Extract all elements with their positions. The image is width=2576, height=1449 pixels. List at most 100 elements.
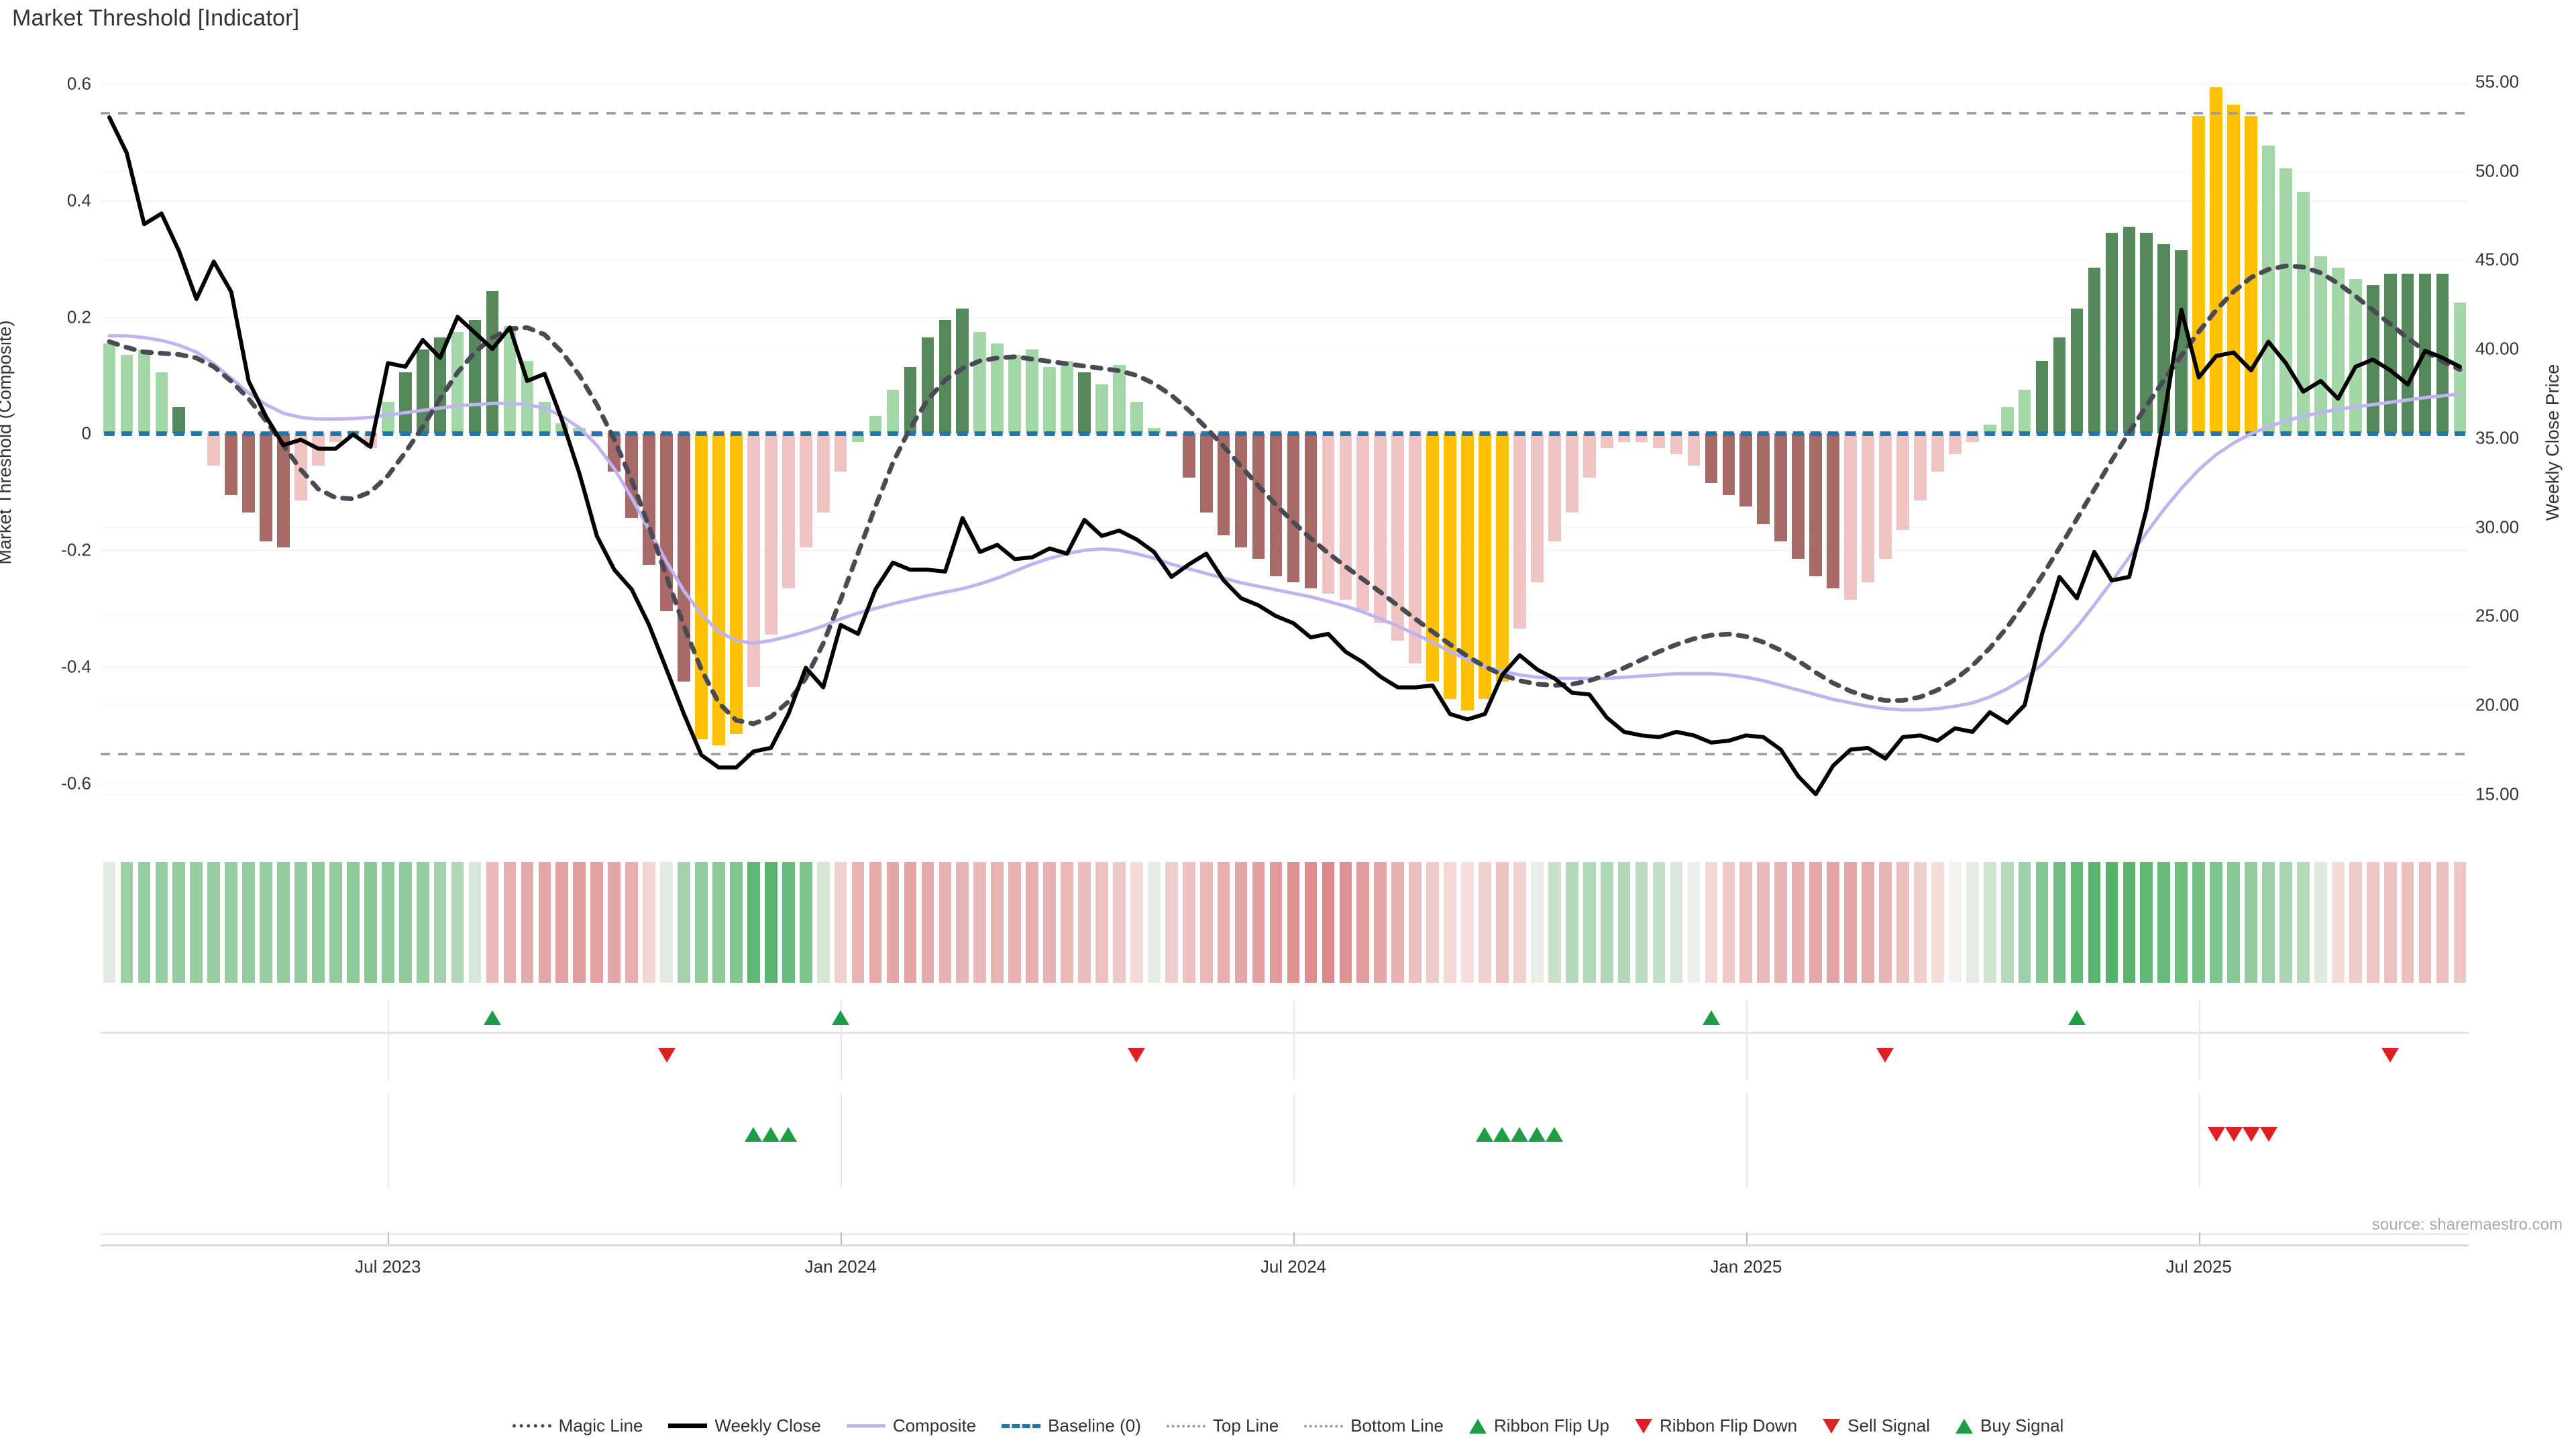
ribbon-cell xyxy=(2401,862,2414,983)
histogram-bar xyxy=(764,433,777,635)
histogram-bar xyxy=(1896,433,1909,530)
histogram-bar xyxy=(2123,227,2136,434)
ribbon-cell xyxy=(1966,862,1979,983)
ribbon-cell xyxy=(625,862,638,983)
histogram-bar xyxy=(103,343,116,434)
legend-item[interactable]: Buy Signal xyxy=(1955,1415,2063,1436)
legend-item[interactable]: Composite xyxy=(846,1415,976,1436)
ribbon-cell xyxy=(2297,862,2310,983)
histogram-bar xyxy=(1914,433,1927,501)
left-axis-tick-label: -0.6 xyxy=(61,773,91,794)
legend-item-label: Baseline (0) xyxy=(1048,1415,1141,1436)
histogram-bar xyxy=(2262,145,2275,434)
ribbon-cell xyxy=(347,862,360,983)
ribbon-cell xyxy=(799,862,812,983)
histogram-bar xyxy=(2297,192,2310,434)
x-tick-mark xyxy=(841,1232,843,1244)
x-tick-mark xyxy=(1746,1232,1748,1244)
ribbon-flip-up-marker xyxy=(484,1010,501,1025)
x-gridline xyxy=(1746,1000,1748,1080)
ribbon-cell xyxy=(1409,862,1421,983)
x-axis-tick-label: Jul 2025 xyxy=(2165,1256,2232,1277)
histogram-bar xyxy=(1391,433,1405,641)
legend-item[interactable]: Bottom Line xyxy=(1304,1415,1444,1436)
histogram-bar xyxy=(886,390,900,434)
footer-rule-panel xyxy=(101,1208,2469,1248)
ribbon-cell xyxy=(1165,862,1178,983)
ribbon-cell xyxy=(1722,862,1735,983)
ribbon-cell xyxy=(660,862,673,983)
ribbon-cell xyxy=(2279,862,2292,983)
x-axis: Jul 2023 Jan 2024 Jul 2024 Jan 2025 Jul 2025 xyxy=(101,1232,2469,1298)
legend-item-label: Magic Line xyxy=(558,1415,643,1436)
left-axis-tick-label: -0.4 xyxy=(61,656,91,677)
x-axis-tick-label: Jul 2023 xyxy=(355,1256,421,1277)
composite-line-icon xyxy=(846,1424,885,1428)
ribbon-cell xyxy=(103,862,116,983)
gridline xyxy=(101,550,2469,551)
histogram-bar xyxy=(1444,433,1456,699)
histogram-bar xyxy=(904,366,917,434)
histogram-bar xyxy=(2383,273,2397,434)
buy-signal-marker xyxy=(1493,1127,1511,1142)
footer-rule xyxy=(101,1233,2469,1235)
histogram-bar xyxy=(503,325,517,434)
legend-item[interactable]: Magic Line xyxy=(512,1415,643,1436)
ribbon-cell xyxy=(2000,862,2014,983)
sell-signal-marker xyxy=(2207,1127,2225,1142)
legend-item-label: Buy Signal xyxy=(1980,1415,2064,1436)
legend-item[interactable]: Baseline (0) xyxy=(1002,1415,1141,1436)
ribbon-cell xyxy=(1304,862,1318,983)
gridline xyxy=(101,317,2469,318)
histogram-bar xyxy=(1008,355,1022,434)
source-attribution: source: sharemaestro.com xyxy=(2371,1216,2563,1234)
ribbon-cell xyxy=(398,862,412,983)
ribbon-cell xyxy=(921,862,934,983)
ribbon-cell xyxy=(1374,862,1387,983)
ribbon-cell xyxy=(2366,862,2379,983)
sell-signal-marker xyxy=(2259,1127,2277,1142)
ribbon-cell xyxy=(1844,862,1857,983)
histogram-bar xyxy=(1199,433,1213,513)
ribbon-cell xyxy=(2018,862,2031,983)
ribbon-cell xyxy=(1391,862,1405,983)
right-axis-tick-label: 50.00 xyxy=(2475,160,2520,181)
legend-item[interactable]: Weekly Close xyxy=(668,1415,821,1436)
legend-item[interactable]: Ribbon Flip Up xyxy=(1468,1415,1609,1436)
ribbon-cell xyxy=(1061,862,1073,983)
histogram-bar xyxy=(747,433,760,688)
ribbon-cell xyxy=(695,862,708,983)
ribbon-cell xyxy=(1827,862,1839,983)
legend-item[interactable]: Sell Signal xyxy=(1823,1415,1930,1436)
histogram-bar xyxy=(1374,433,1387,623)
histogram-bar xyxy=(172,407,186,434)
chart-legend: Magic Line Weekly Close Composite Baseline … xyxy=(0,1415,2576,1436)
oscillator-panel xyxy=(101,55,2469,830)
ribbon-cell xyxy=(1739,862,1753,983)
ribbon-cell xyxy=(2227,862,2240,983)
ribbon-cell xyxy=(1182,862,1195,983)
legend-item-label: Top Line xyxy=(1212,1415,1279,1436)
plot-area xyxy=(101,55,2469,830)
ribbon-cell xyxy=(1565,862,1578,983)
histogram-bar xyxy=(1061,360,1073,434)
histogram-bar xyxy=(1582,433,1596,478)
baseline-line-icon xyxy=(1002,1424,1041,1428)
histogram-bar xyxy=(869,416,882,434)
gridline-secondary xyxy=(101,794,2469,795)
left-axis-tick-label: 0.2 xyxy=(66,307,91,327)
legend-item[interactable]: Top Line xyxy=(1166,1415,1279,1436)
ribbon-cell xyxy=(138,862,151,983)
histogram-bar xyxy=(2070,308,2084,434)
histogram-bar xyxy=(1687,433,1701,466)
histogram-bar xyxy=(1113,365,1126,434)
legend-item[interactable]: Ribbon Flip Down xyxy=(1634,1415,1797,1436)
histogram-bar xyxy=(1043,366,1056,434)
ribbon-cell xyxy=(2123,862,2136,983)
histogram-bar xyxy=(207,433,221,466)
histogram-bar xyxy=(1217,433,1230,536)
threshold-line-icon xyxy=(1304,1424,1344,1428)
histogram-bar xyxy=(1757,433,1770,525)
composite-line xyxy=(107,334,2462,712)
x-axis-line xyxy=(101,1244,2469,1246)
